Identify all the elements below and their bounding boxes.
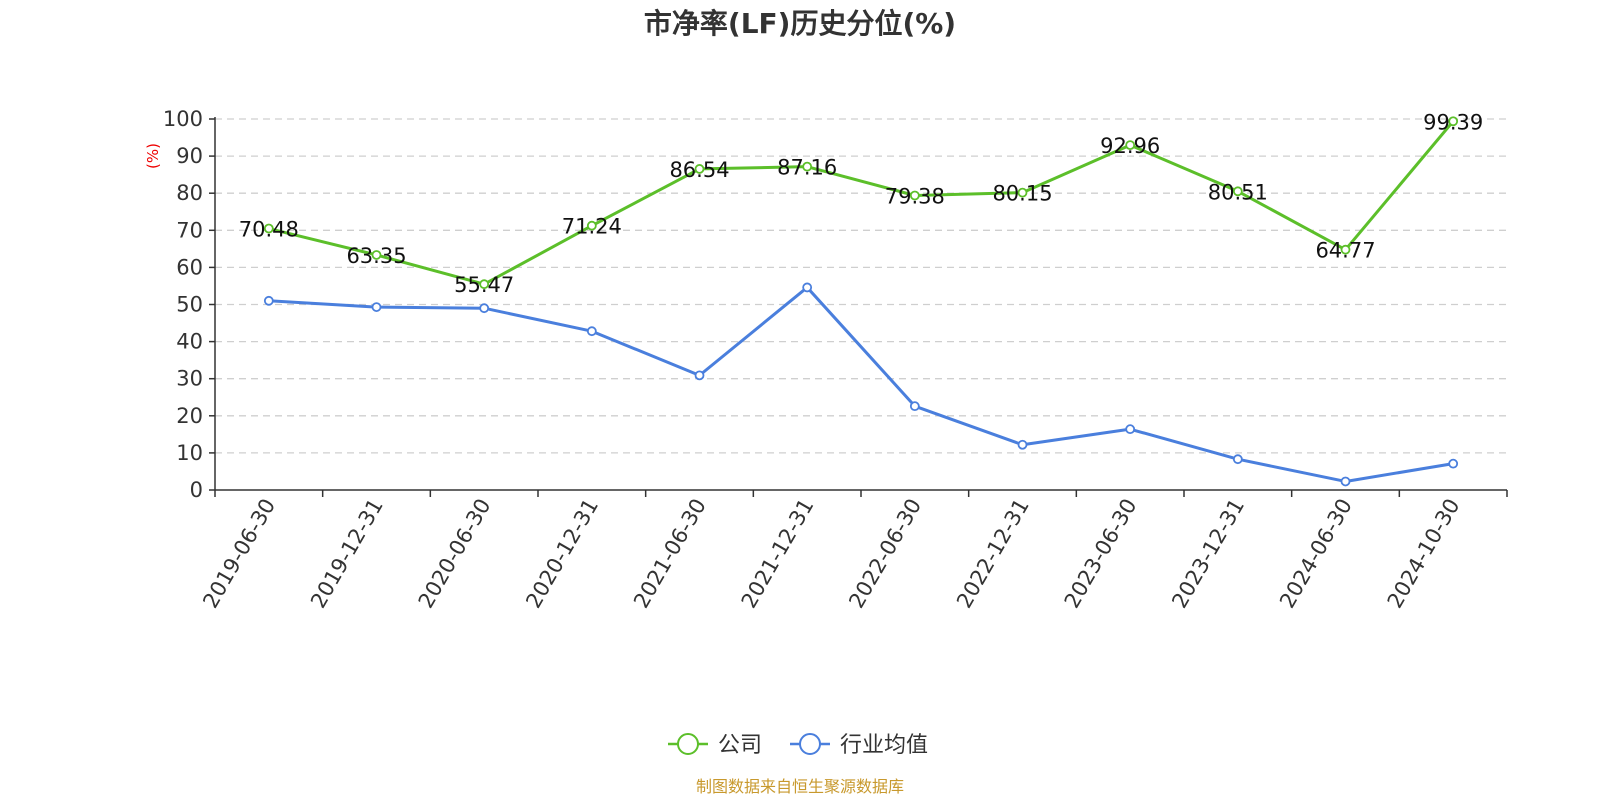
data-point bbox=[586, 326, 597, 337]
x-tick-label: 2019-12-31 bbox=[306, 495, 388, 613]
x-tick-label: 2024-10-30 bbox=[1383, 495, 1465, 613]
y-tick-label: 10 bbox=[176, 441, 203, 465]
data-label: 87.16 bbox=[777, 156, 837, 180]
x-tick-label: 2019-06-30 bbox=[198, 495, 280, 613]
data-point bbox=[1125, 140, 1136, 151]
data-point bbox=[1232, 186, 1243, 197]
x-tick-label: 2022-12-31 bbox=[952, 495, 1034, 613]
data-point bbox=[1232, 454, 1243, 465]
data-point bbox=[1340, 244, 1351, 255]
data-point bbox=[1017, 187, 1028, 198]
grid-lines bbox=[215, 118, 1507, 454]
data-label: 86.54 bbox=[669, 158, 729, 182]
data-point bbox=[371, 250, 382, 260]
y-tick-label: 40 bbox=[176, 330, 203, 354]
data-point bbox=[909, 190, 920, 201]
legend-item-0: 公司 bbox=[668, 733, 762, 758]
data-label: 79.38 bbox=[885, 185, 945, 209]
data-label: 99.39 bbox=[1423, 110, 1483, 134]
y-tick-label: 90 bbox=[176, 144, 203, 168]
axes: 0 10 20 30 40 50 60 70 80 90 100 2019-06-30 2019-12-… bbox=[163, 107, 1508, 613]
series-line-1 bbox=[268, 285, 1454, 483]
data-point bbox=[802, 161, 813, 172]
y-axis-label: (%) bbox=[144, 143, 162, 169]
legend-item-1: 行业均值 bbox=[790, 733, 928, 758]
data-point bbox=[479, 303, 490, 314]
x-tick-label: 2023-12-31 bbox=[1167, 495, 1249, 613]
legend-label: 公司 bbox=[718, 733, 762, 758]
legend-label: 行业均值 bbox=[840, 733, 928, 758]
data-point bbox=[1448, 458, 1459, 469]
data-labels: 70.48 63.35 55.47 71.24 86.54 87.16 79.38 80.15… bbox=[239, 110, 1483, 297]
data-point bbox=[1125, 424, 1136, 435]
x-tick-label: 2024-06-30 bbox=[1275, 495, 1357, 613]
y-tick-label: 20 bbox=[176, 404, 203, 428]
legend: 公司 行业均值 bbox=[668, 733, 928, 758]
data-point bbox=[1017, 439, 1028, 450]
data-label: 55.47 bbox=[454, 273, 514, 297]
data-label: 64.77 bbox=[1315, 239, 1375, 263]
data-label: 71.24 bbox=[562, 215, 622, 239]
x-tick-label: 2023-06-30 bbox=[1060, 495, 1142, 613]
data-label: 80.51 bbox=[1208, 180, 1268, 204]
y-tick-label: 70 bbox=[176, 218, 203, 242]
data-label: 92.96 bbox=[1100, 134, 1160, 158]
data-point bbox=[263, 295, 274, 306]
data-point bbox=[479, 279, 490, 290]
x-tick-label: 2021-06-30 bbox=[629, 495, 711, 613]
data-label: 63.35 bbox=[346, 244, 406, 268]
data-point bbox=[1448, 116, 1459, 127]
series-line-0 bbox=[268, 120, 1455, 286]
x-tick-label: 2020-06-30 bbox=[414, 495, 496, 613]
data-label: 80.15 bbox=[992, 182, 1052, 206]
data-point bbox=[586, 220, 597, 231]
source-note: 制图数据来自恒生聚源数据库 bbox=[696, 777, 904, 796]
data-point bbox=[1340, 476, 1351, 487]
y-tick-label: 30 bbox=[176, 367, 203, 391]
data-point bbox=[694, 164, 705, 174]
y-tick-label: 0 bbox=[190, 478, 203, 502]
y-tick-label: 60 bbox=[176, 255, 203, 279]
data-label: 70.48 bbox=[239, 218, 299, 242]
y-tick-label: 100 bbox=[163, 107, 203, 131]
chart-title: 市净率(LF)历史分位(%) bbox=[644, 7, 956, 40]
data-point bbox=[694, 370, 705, 381]
series-layer bbox=[263, 116, 1459, 487]
data-point bbox=[802, 282, 813, 293]
legend-circle-icon bbox=[677, 733, 699, 755]
data-point bbox=[909, 401, 920, 412]
data-point bbox=[263, 223, 274, 234]
x-tick-label: 2021-12-31 bbox=[737, 495, 819, 613]
legend-circle-icon bbox=[799, 733, 821, 755]
y-tick-label: 80 bbox=[176, 181, 203, 205]
x-tick-label: 2022-06-30 bbox=[844, 495, 926, 613]
x-tick-label: 2020-12-31 bbox=[521, 495, 603, 613]
y-tick-label: 50 bbox=[176, 293, 203, 317]
data-point bbox=[371, 302, 382, 312]
